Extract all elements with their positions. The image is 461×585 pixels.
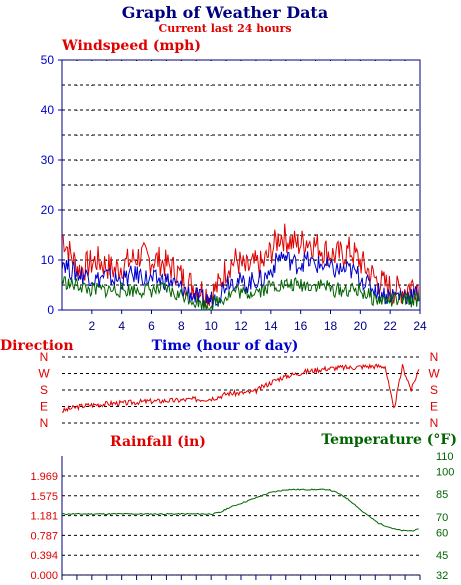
temperature-tick-label: 100 <box>436 466 454 478</box>
rainfall-tick-label: 0.394 <box>30 550 58 562</box>
direction-tick-label-left: E <box>40 400 48 414</box>
temperature-axis-label: Temperature (°F) <box>321 432 457 448</box>
windspeed-series-line <box>61 251 419 309</box>
page-title: Graph of Weather Data <box>122 3 328 22</box>
time-tick-label: 24 <box>413 319 427 333</box>
rainfall-axis-label: Rainfall (in) <box>110 434 206 450</box>
temperature-tick-label: 85 <box>436 489 448 501</box>
time-tick-label: 14 <box>264 319 278 333</box>
windspeed-tick-label: 20 <box>41 203 55 217</box>
time-tick-label: 6 <box>148 319 155 333</box>
time-tick-label: 16 <box>294 319 308 333</box>
direction-tick-label-left: N <box>40 416 49 430</box>
time-tick-label: 20 <box>354 319 368 333</box>
time-tick-label: 8 <box>178 319 185 333</box>
time-axis-label: Time (hour of day) <box>152 338 299 354</box>
temperature-tick-label: 70 <box>436 512 448 524</box>
direction-tick-label-left: S <box>40 383 48 397</box>
temperature-tick-label: 32 <box>436 570 448 582</box>
time-tick-label: 18 <box>324 319 338 333</box>
time-tick-label: 10 <box>204 319 218 333</box>
rainfall-tick-label: 0.000 <box>30 570 58 582</box>
rainfall-tick-label: 0.787 <box>30 530 58 542</box>
windspeed-tick-label: 50 <box>41 53 55 67</box>
direction-series-line <box>61 363 420 413</box>
time-tick-label: 22 <box>383 319 397 333</box>
rainfall-tick-label: 1.181 <box>30 511 58 523</box>
page-subtitle: Current last 24 hours <box>158 22 291 35</box>
temperature-tick-label: 110 <box>436 451 454 463</box>
direction-tick-label-right: E <box>430 400 438 414</box>
rainfall-tick-label: 1.969 <box>30 471 58 483</box>
windspeed-tick-label: 10 <box>41 253 55 267</box>
time-tick-label: 2 <box>88 319 95 333</box>
direction-axis-label: Direction <box>0 338 74 354</box>
time-tick-label: 4 <box>118 319 125 333</box>
windspeed-series-line <box>61 223 420 308</box>
time-tick-label: 12 <box>234 319 248 333</box>
windspeed-tick-label: 40 <box>41 103 55 117</box>
direction-tick-label-left: W <box>38 367 50 381</box>
direction-tick-label-right: N <box>430 416 439 430</box>
direction-tick-label-right: S <box>430 383 438 397</box>
direction-tick-label-right: N <box>430 350 439 364</box>
direction-tick-label-left: N <box>40 350 49 364</box>
temperature-series-line <box>61 488 419 532</box>
windspeed-series-line <box>61 276 420 311</box>
direction-tick-label-right: W <box>428 367 440 381</box>
temperature-tick-label: 60 <box>436 527 448 539</box>
windspeed-tick-label: 0 <box>47 303 54 317</box>
windspeed-tick-label: 30 <box>41 153 55 167</box>
temperature-tick-label: 45 <box>436 550 448 562</box>
rainfall-tick-label: 1.575 <box>30 491 58 503</box>
windspeed-axis-label: Windspeed (mph) <box>61 38 201 54</box>
